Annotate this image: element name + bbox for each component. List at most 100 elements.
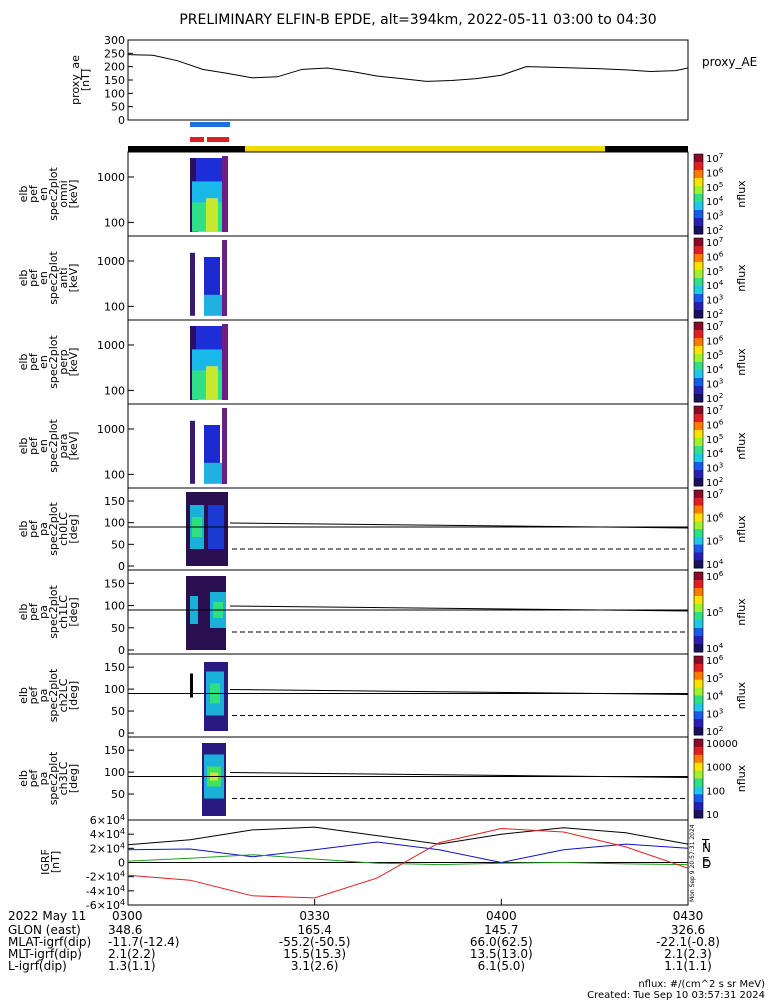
panel-ylabel-line: spec2plot: [47, 251, 60, 305]
colorbar-swatch: [694, 802, 703, 811]
pa-cell: [190, 673, 193, 698]
panel-ylabel-line: pef: [27, 602, 40, 621]
panel-ylabel-line: ch1LC: [57, 595, 70, 629]
spectrogram-cell: [190, 420, 195, 484]
colorbar-label-group: nflux: [735, 515, 748, 543]
proxy-ae-ytick-label: 250: [104, 47, 125, 60]
ephemeris-value: 2.1(2.2): [108, 947, 156, 961]
proxy-ae-ytick-label: 50: [111, 101, 125, 114]
colorbar-swatch: [694, 644, 703, 653]
chart-title: PRELIMINARY ELFIN-B EPDE, alt=394km, 202…: [179, 12, 656, 28]
panel-ytick-label: 150: [104, 495, 125, 508]
colorbar-swatch: [694, 786, 703, 795]
time-tick-label: 0330: [299, 909, 330, 923]
colorbar-tick-label: 105: [706, 264, 723, 278]
igrf-ytick-label: -2×104: [86, 870, 125, 884]
igrf-ytick-label: 2×104: [90, 841, 125, 855]
ephemeris-value: 326.6: [671, 923, 705, 937]
proxy-ae-ytick-label: 200: [104, 61, 125, 74]
spectrogram-cell: [222, 324, 228, 400]
igrf-series-D: [127, 827, 689, 899]
colorbar-swatch: [694, 778, 703, 787]
colorbar-swatch: [694, 194, 703, 203]
igrf-series-T: [127, 826, 689, 846]
igrf-legend-T: T: [701, 837, 710, 851]
colorbar-label-group: nflux: [735, 764, 748, 792]
colorbar-swatch: [694, 478, 703, 487]
colorbar-6: 102 103 104 105 106 nflux: [693, 653, 748, 738]
colorbar-label-group: nflux: [735, 598, 748, 626]
panel-ylabel-line: elb: [17, 604, 30, 621]
igrf-legend-N: N: [702, 841, 711, 855]
spectrogram-cell: [222, 240, 227, 316]
igrf-series-E: [127, 854, 689, 866]
ephemeris-value: 2.1(2.3): [664, 947, 712, 961]
colorbar-swatch: [694, 218, 703, 227]
colorbar-5: 104 105 106 nflux: [693, 569, 748, 655]
colorbar-swatch: [694, 560, 703, 569]
proxy-ae-ylabel-line: [nT]: [79, 69, 92, 91]
pa-ref-line: [229, 605, 689, 612]
panel-ylabel-line: elb: [17, 521, 30, 538]
colorbar-swatch: [694, 656, 703, 665]
igrf-ylabel-line: [nT]: [49, 851, 62, 873]
colorbar-swatch: [694, 310, 703, 319]
panel-ytick-label: 150: [104, 577, 125, 590]
panel-ylabel-line: elb: [17, 186, 30, 203]
colorbar-swatch: [694, 270, 703, 279]
colorbar-swatch: [694, 497, 703, 507]
colorbar-tick-label: 103: [706, 461, 723, 475]
panel-ylabel-line: pef: [27, 436, 40, 455]
colorbar-tick-label: 107: [706, 403, 723, 417]
colorbar-tick-label: 102: [706, 475, 723, 489]
colorbar-swatch: [694, 422, 703, 431]
pa-ref-line: [229, 772, 689, 778]
ephemeris-value: 15.5(15.3): [283, 947, 346, 961]
igrf-ytick-label: 6×104: [90, 813, 125, 827]
colorbar-swatch: [694, 762, 703, 772]
colorbar-swatch: [694, 521, 703, 530]
colorbar-frame: [693, 571, 704, 653]
spectrogram-cell: [222, 408, 227, 484]
colorbar-swatch: [694, 719, 703, 728]
side-stamp: Mon Sep 9 20:57:31 2024: [689, 824, 696, 902]
igrf-ytick-label: 0: [118, 857, 125, 870]
panel-ylabel-line: [keV]: [67, 264, 80, 293]
panel-ytick-label: 50: [111, 538, 125, 551]
colorbar-tick-label: 106: [706, 333, 724, 347]
colorbar-frame: [693, 321, 704, 403]
colorbar-swatch: [694, 414, 703, 423]
colorbar-tick-label: 107: [706, 151, 723, 165]
panel-ylabel-line: para: [57, 434, 70, 459]
colorbar-swatch: [694, 810, 703, 819]
panel-ytick-label: 50: [111, 705, 125, 718]
panel-ylabel-line: ch2LC: [57, 678, 70, 712]
spectrogram-cell: [204, 462, 222, 484]
igrf-legend-E: E: [702, 855, 710, 869]
proxy-ae-frame: [127, 39, 689, 121]
panel-ylabel-line: en: [37, 355, 50, 369]
colorbar-tick-label: 1000: [706, 763, 731, 774]
panel-ylabel-line: en: [37, 187, 50, 201]
panel-ylabel-line: spec2plot: [47, 585, 60, 639]
colorbar-swatch: [694, 202, 703, 211]
colorbar-label-group: nflux: [735, 681, 748, 709]
panel-ytick-label: 100: [104, 468, 125, 481]
panel-ytick-label: 150: [104, 661, 125, 674]
colorbar-swatch: [694, 711, 703, 720]
colorbar-label: nflux: [735, 764, 748, 792]
colorbar-tick-label: 102: [706, 223, 723, 237]
spectrogram-panels: elbpefenspec2plotomni[keV]1001000elbpefe…: [17, 151, 689, 821]
colorbar-swatch: [694, 330, 703, 339]
colorbar-tick-label: 106: [706, 653, 724, 667]
panel-ylabel-line: spec2plot: [47, 668, 60, 722]
ephemeris-row-label: MLAT-igrf(dip): [8, 935, 91, 949]
colorbar-label: nflux: [735, 264, 748, 292]
colorbar-tick-label: 103: [706, 209, 723, 223]
